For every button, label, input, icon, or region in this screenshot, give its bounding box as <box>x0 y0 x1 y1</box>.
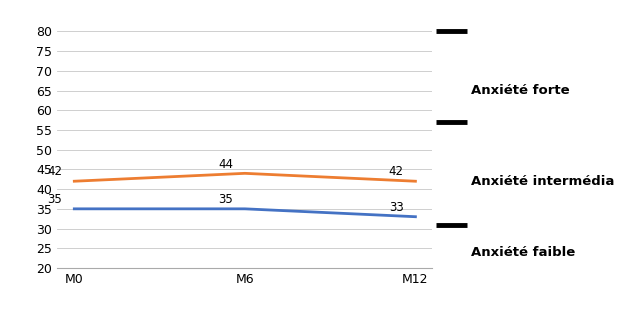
Line: AT: AT <box>74 173 415 181</box>
Text: Anxiété intermédia: Anxiété intermédia <box>471 175 614 188</box>
AT <box>241 171 249 175</box>
Text: 35: 35 <box>48 193 62 206</box>
Text: 42: 42 <box>389 165 403 179</box>
Text: Anxiété forte: Anxiété forte <box>471 84 569 97</box>
Line: AE: AE <box>74 209 415 217</box>
Text: Anxiété faible: Anxiété faible <box>471 246 575 259</box>
AT <box>411 179 419 183</box>
AE <box>241 207 249 211</box>
AE <box>411 215 419 219</box>
Text: 33: 33 <box>389 201 403 214</box>
Legend: AE, AT: AE, AT <box>154 328 298 335</box>
AT <box>71 179 78 183</box>
AE <box>71 207 78 211</box>
Text: 42: 42 <box>47 165 62 179</box>
Text: 44: 44 <box>218 157 233 171</box>
Text: 35: 35 <box>218 193 233 206</box>
